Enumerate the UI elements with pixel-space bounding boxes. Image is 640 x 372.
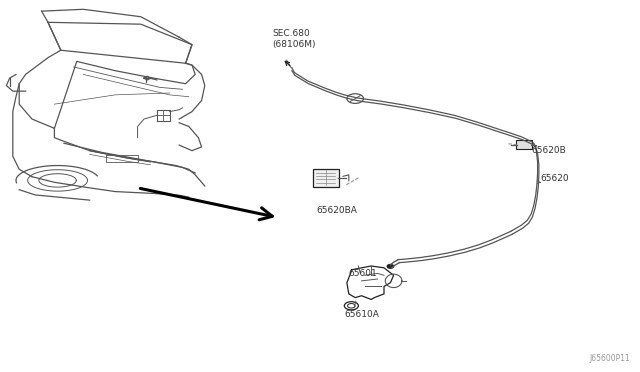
FancyBboxPatch shape <box>516 140 532 149</box>
Text: J65600P11: J65600P11 <box>589 354 630 363</box>
FancyBboxPatch shape <box>313 169 339 187</box>
Text: SEC.680
(68106M): SEC.680 (68106M) <box>272 29 316 49</box>
Circle shape <box>387 264 394 268</box>
Text: 65620BA: 65620BA <box>317 206 358 215</box>
Text: 65620B: 65620B <box>531 146 566 155</box>
Text: 65620: 65620 <box>541 174 570 183</box>
Text: 65610A: 65610A <box>344 310 379 319</box>
Text: 65601: 65601 <box>349 269 378 278</box>
